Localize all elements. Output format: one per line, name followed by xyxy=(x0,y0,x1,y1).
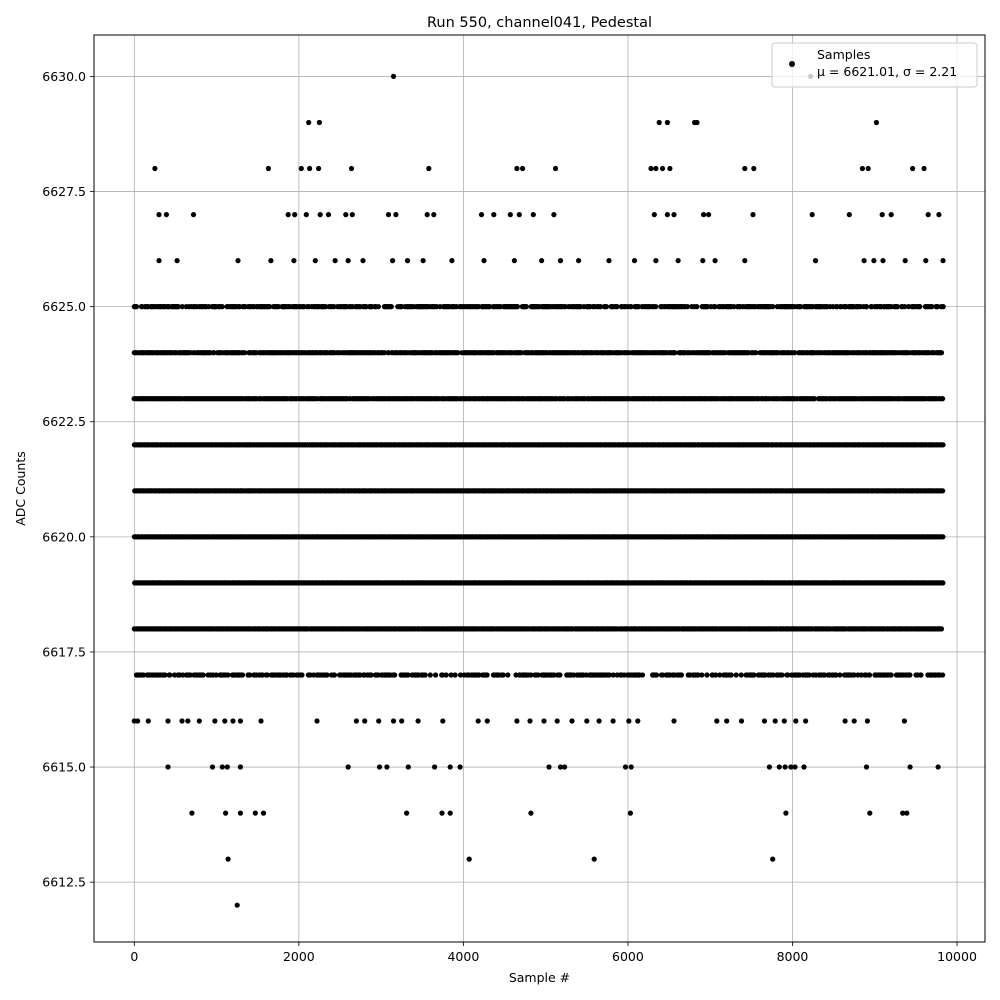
data-point xyxy=(264,672,270,678)
data-point xyxy=(785,672,791,678)
data-point xyxy=(695,672,701,678)
data-point xyxy=(940,442,946,448)
data-point xyxy=(660,672,666,678)
data-point xyxy=(821,672,828,678)
data-point xyxy=(528,672,534,678)
data-point xyxy=(167,672,173,678)
data-point xyxy=(457,672,464,678)
data-point xyxy=(713,672,719,678)
data-points xyxy=(131,73,946,908)
data-point xyxy=(639,672,646,678)
data-point xyxy=(239,672,246,678)
data-point xyxy=(717,672,723,678)
data-point xyxy=(299,672,305,678)
data-point xyxy=(368,672,374,678)
data-point xyxy=(443,672,449,678)
data-point xyxy=(858,672,864,678)
data-point xyxy=(704,672,710,678)
data-point xyxy=(448,672,454,678)
data-point xyxy=(452,672,458,678)
data-point xyxy=(225,672,231,678)
data-point xyxy=(427,672,433,678)
data-point xyxy=(433,672,439,678)
data-point xyxy=(751,672,757,678)
data-point xyxy=(610,672,616,678)
data-point xyxy=(833,672,839,678)
data-point xyxy=(867,672,873,678)
data-point xyxy=(770,672,776,678)
data-point xyxy=(918,672,924,678)
data-point xyxy=(439,672,446,678)
data-point xyxy=(940,534,946,540)
data-point xyxy=(180,672,186,678)
data-point xyxy=(940,488,946,494)
data-point xyxy=(484,672,490,678)
data-point xyxy=(938,626,945,632)
data-point xyxy=(678,672,685,678)
data-point xyxy=(733,672,739,678)
data-point xyxy=(940,580,946,586)
data-point xyxy=(837,672,843,678)
data-point xyxy=(476,672,482,678)
data-point xyxy=(392,672,398,678)
data-point xyxy=(247,672,253,678)
data-point xyxy=(500,672,506,678)
data-point xyxy=(654,672,660,678)
data-point xyxy=(422,672,428,678)
data-point xyxy=(557,672,563,678)
data-point xyxy=(200,672,206,678)
data-point xyxy=(806,672,813,678)
data-point xyxy=(535,672,541,678)
data-point xyxy=(324,672,330,678)
data-point xyxy=(331,672,338,678)
data-point xyxy=(141,672,147,678)
data-point xyxy=(699,672,705,678)
data-point xyxy=(779,672,785,678)
data-point xyxy=(187,672,193,678)
data-point xyxy=(940,672,946,678)
data-point xyxy=(405,672,411,678)
data-point xyxy=(851,672,857,678)
data-point xyxy=(162,672,168,678)
data-point xyxy=(738,672,744,678)
data-point xyxy=(606,672,613,678)
data-point xyxy=(213,672,219,678)
data-point xyxy=(728,672,734,678)
data-point xyxy=(888,672,894,678)
data-point xyxy=(907,672,913,678)
data-point xyxy=(505,672,511,678)
